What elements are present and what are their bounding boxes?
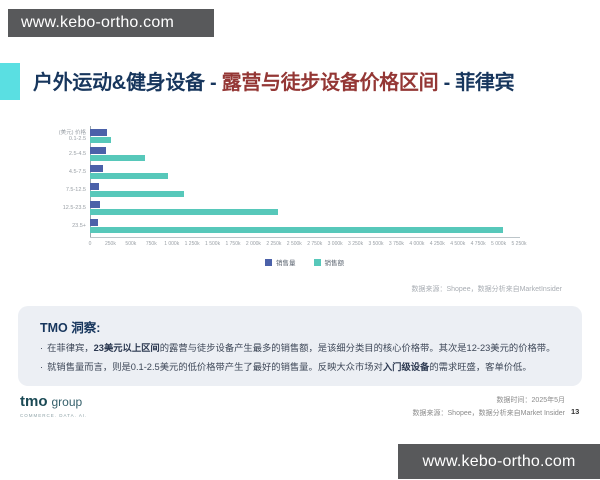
chart-row: 2.5-4.5 xyxy=(46,145,519,163)
bar-销售额 xyxy=(90,208,278,215)
category-label: 12.5-23.5 xyxy=(62,204,86,211)
insight-bullet-2: · 就销售量而言，则是0.1-2.5美元的低价格带产生了最好的销售量。反映大众市场… xyxy=(40,362,560,374)
chart-y-axis-line xyxy=(90,126,91,238)
legend-swatch xyxy=(313,258,321,266)
page-number: 13 xyxy=(571,407,580,416)
x-tick-label: 1 250k xyxy=(184,241,200,247)
site-url-text: www.kebo-ortho.com xyxy=(21,14,174,31)
footer-data-source: 数据来源：Shopee，数据分析来自Market Insider xyxy=(412,410,565,417)
x-tick-label: 3 000k xyxy=(327,241,343,247)
x-tick-label: 5 250k xyxy=(511,241,527,247)
category-label: 4.5-7.5 xyxy=(68,168,86,175)
chart-legend: 销售量 销售额 xyxy=(90,257,519,267)
x-tick-label: 750k xyxy=(145,241,157,247)
bar-group xyxy=(90,219,519,233)
footer-data-info: 数据时间：2025年5月 数据来源：Shopee，数据分析来自Market In… xyxy=(365,394,565,420)
x-tick-label: 5 000k xyxy=(491,241,507,247)
x-tick-label: 500k xyxy=(125,241,137,247)
bullet-text: 就销售量而言，则是0.1-2.5美元的低价格带产生了最好的销售量。反映大众市场对 xyxy=(47,361,383,372)
tmo-group-logo: tmo group COMMERCE. DATA. AI. xyxy=(20,393,87,418)
category-label: (美元) 价格 0.1-2.5 xyxy=(46,130,90,143)
logo-tagline: COMMERCE. DATA. AI. xyxy=(20,413,88,418)
chart-source-note: 数据来源：Shopee，数据分析来自MarketInsider xyxy=(411,286,562,293)
insight-box: TMO 洞察: · 在菲律宾，23美元以上区间的露营与徒步设备产生最多的销售额，是… xyxy=(18,306,582,386)
chart-row: 7.5-12.5 xyxy=(46,181,519,199)
x-tick-label: 3 750k xyxy=(388,241,404,247)
bar-销售量 xyxy=(90,219,99,226)
title-accent-bar xyxy=(0,63,20,100)
bullet-marker: · xyxy=(40,361,44,372)
bar-chart: (美元) 价格 0.1-2.5 2.5-4.5 4.5-7.5 7.5-12.5 12.5… xyxy=(46,127,519,235)
chart-row: 4.5-7.5 xyxy=(46,163,519,181)
x-tick-label: 2 500k xyxy=(286,241,302,247)
bar-销售量 xyxy=(90,183,100,190)
x-tick-label: 2 000k xyxy=(245,241,261,247)
legend-swatch xyxy=(265,258,272,266)
footer-data-time: 数据时间：2025年5月 xyxy=(496,397,565,404)
x-tick-label: 4 750k xyxy=(470,241,486,247)
x-tick-label: 1 500k xyxy=(205,241,221,247)
bullet-text: 在菲律宾， xyxy=(47,343,94,353)
page-title: 户外运动&健身设备 - 露营与徒步设备价格区间 - 菲律宾 xyxy=(33,66,515,95)
insight-bullet-1: · 在菲律宾，23美元以上区间的露营与徒步设备产生最多的销售额，是该细分类目的核心… xyxy=(40,343,560,355)
x-tick-label: 3 250k xyxy=(348,241,364,247)
title-segment-category: 户外运动&健身设备 - xyxy=(33,72,222,94)
chart-row: (美元) 价格 0.1-2.5 xyxy=(46,127,519,145)
bar-group xyxy=(90,147,519,161)
bullet-bold-text: 入门级设备 xyxy=(382,361,430,372)
legend-label: 销售量 xyxy=(276,260,296,267)
x-tick-label: 2 750k xyxy=(307,241,323,247)
chart-row: 23.5+ xyxy=(46,217,519,235)
logo-text: tmo xyxy=(20,393,48,410)
title-segment-topic: 露营与徒步设备价格区间 xyxy=(221,72,439,94)
chart-x-axis-line xyxy=(90,237,520,238)
insight-title: TMO 洞察: xyxy=(40,321,101,335)
x-tick-label: 250k xyxy=(105,241,116,247)
x-tick-label: 0 xyxy=(88,241,92,247)
x-tick-label: 4 000k xyxy=(409,241,425,247)
bar-销售量 xyxy=(90,201,101,208)
bar-销售量 xyxy=(90,147,106,154)
chart-x-axis: 0 250k 500k 750k 1 000k 1 250k 1 500k 1 750k 2 0… xyxy=(88,241,527,249)
legend-item: 销售量 xyxy=(265,257,296,267)
bar-group xyxy=(90,183,519,197)
legend-label: 销售额 xyxy=(324,260,345,267)
x-tick-label: 3 500k xyxy=(368,241,384,247)
chart-row: 12.5-23.5 xyxy=(46,199,519,217)
x-tick-label: 4 500k xyxy=(450,241,466,247)
bullet-text: 的需求旺盛，客单价低。 xyxy=(429,361,532,372)
x-tick-label: 2 250k xyxy=(266,241,282,247)
x-tick-label: 1 750k xyxy=(225,241,241,247)
bar-group xyxy=(90,165,519,179)
bullet-marker: · xyxy=(40,343,44,353)
logo-suffix: group xyxy=(51,395,83,409)
site-url-badge-bottom: www.kebo-ortho.com xyxy=(398,444,600,479)
bar-group xyxy=(90,201,519,215)
site-url-badge-top: www.kebo-ortho.com xyxy=(8,9,214,37)
bar-销售量 xyxy=(90,165,104,172)
bar-销售量 xyxy=(90,129,108,136)
bar-销售额 xyxy=(90,136,112,143)
category-label: 23.5+ xyxy=(72,222,86,229)
legend-item: 销售额 xyxy=(313,257,345,267)
category-label: 2.5-4.5 xyxy=(68,150,86,157)
title-segment-country: - 菲律宾 xyxy=(438,72,515,94)
bar-group xyxy=(90,129,519,143)
bar-销售额 xyxy=(90,226,503,233)
x-tick-label: 1 000k xyxy=(164,241,180,247)
bullet-bold-text: 23美元以上区间 xyxy=(93,343,160,353)
site-url-text: www.kebo-ortho.com xyxy=(422,452,576,470)
category-label: 7.5-12.5 xyxy=(65,186,86,193)
bullet-text: 的露营与徒步设备产生最多的销售额，是该细分类目的核心价格带。其次是12-23美元… xyxy=(159,343,556,353)
x-tick-label: 4 250k xyxy=(429,241,445,247)
y-axis-title: (美元) 价格 xyxy=(58,129,86,136)
bar-销售额 xyxy=(90,154,146,161)
bar-销售额 xyxy=(90,172,168,179)
bar-销售额 xyxy=(90,190,184,197)
